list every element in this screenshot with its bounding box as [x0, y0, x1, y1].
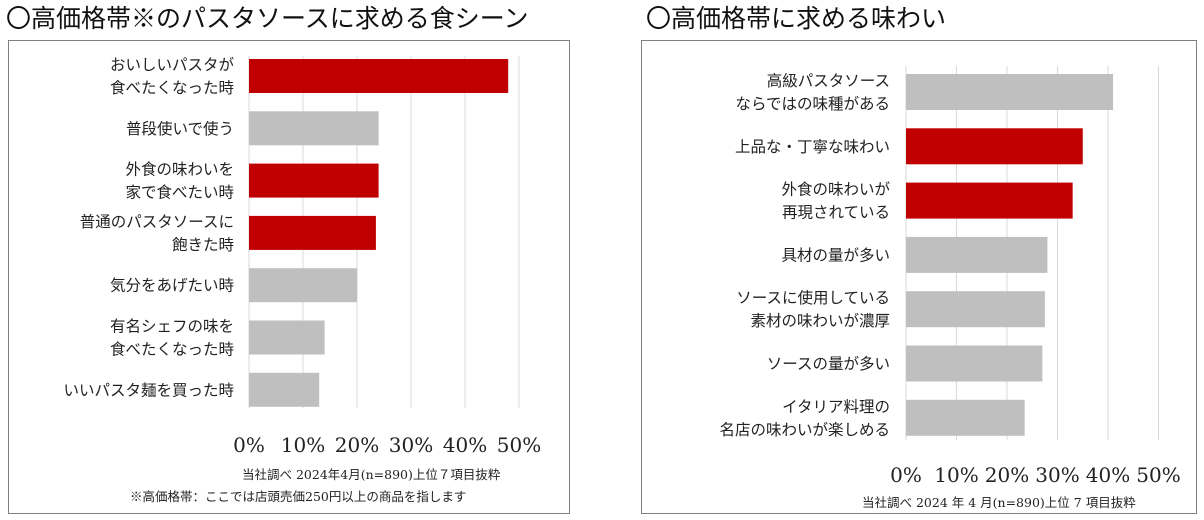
left-source-note: 当社調べ 2024年4月(n=890)上位７項目抜粋 — [242, 467, 501, 482]
right-bar-6 — [906, 399, 1025, 436]
right-bar-5 — [906, 345, 1043, 382]
left-tick-label-4: 40% — [443, 433, 487, 457]
left-tick-label-5: 50% — [497, 433, 541, 457]
left-bar-6 — [249, 372, 320, 407]
left-tick-label-2: 20% — [335, 433, 379, 457]
right-tick-label-4: 40% — [1086, 463, 1130, 487]
left-footnote: ※高価格帯：ここでは店頭売価250円以上の商品を指します — [130, 489, 467, 504]
left-bar-1 — [249, 111, 379, 146]
right-tick-label-5: 50% — [1136, 463, 1180, 487]
left-bar-2 — [249, 163, 379, 198]
left-category-label-6: いいパスタ麺を買った時 — [63, 381, 234, 399]
left-tick-label-3: 30% — [389, 433, 433, 457]
left-category-label-5: 有名シェフの味を食べたくなった時 — [110, 318, 234, 359]
left-bar-5 — [249, 320, 325, 355]
right-category-label-0: 高級パスタソースならではの味種がある — [735, 72, 890, 113]
right-category-label-2: 外食の味わいが再現されている — [781, 181, 890, 222]
right-tick-label-3: 30% — [1035, 463, 1079, 487]
right-tick-label-0: 0% — [890, 463, 922, 487]
left-chart-title: 〇高価格帯※のパスタソースに求める食シーン — [6, 4, 529, 33]
left-category-label-4: 気分をあげたい時 — [110, 277, 234, 295]
right-bar-3 — [906, 236, 1048, 273]
left-category-label-3: 普通のパスタソースに飽きた時 — [80, 213, 234, 254]
right-category-label-6: イタリア料理の名店の味わいが楽しめる — [719, 398, 890, 439]
right-source-note: 当社調べ 2024 年 4 月(n=890)上位 7 項目抜粋 — [862, 495, 1136, 510]
right-category-label-1: 上品な・丁寧な味わい — [735, 138, 890, 156]
left-category-label-1: 普段使いで使う — [126, 120, 234, 138]
right-chart-title: 〇高価格帯に求める味わい — [646, 4, 947, 33]
left-tick-label-1: 10% — [281, 433, 325, 457]
right-bar-4 — [906, 291, 1045, 328]
left-bar-4 — [249, 268, 357, 303]
left-tick-label-0: 0% — [233, 433, 265, 457]
left-category-label-0: おいしいパスタが食べたくなった時 — [110, 56, 235, 97]
left-bar-0 — [249, 59, 509, 93]
right-bar-0 — [906, 74, 1114, 110]
right-tick-label-1: 10% — [934, 463, 978, 487]
right-tick-label-2: 20% — [985, 463, 1029, 487]
right-bar-2 — [906, 182, 1073, 219]
right-category-label-4: ソースに使用している素材の味わいが濃厚 — [736, 289, 890, 330]
left-category-label-2: 外食の味わいを家で食べたい時 — [125, 161, 234, 202]
left-bar-3 — [249, 215, 376, 250]
right-category-label-3: 具材の量が多い — [781, 246, 890, 264]
right-bar-1 — [906, 128, 1083, 165]
right-category-label-5: ソースの量が多い — [767, 355, 890, 373]
